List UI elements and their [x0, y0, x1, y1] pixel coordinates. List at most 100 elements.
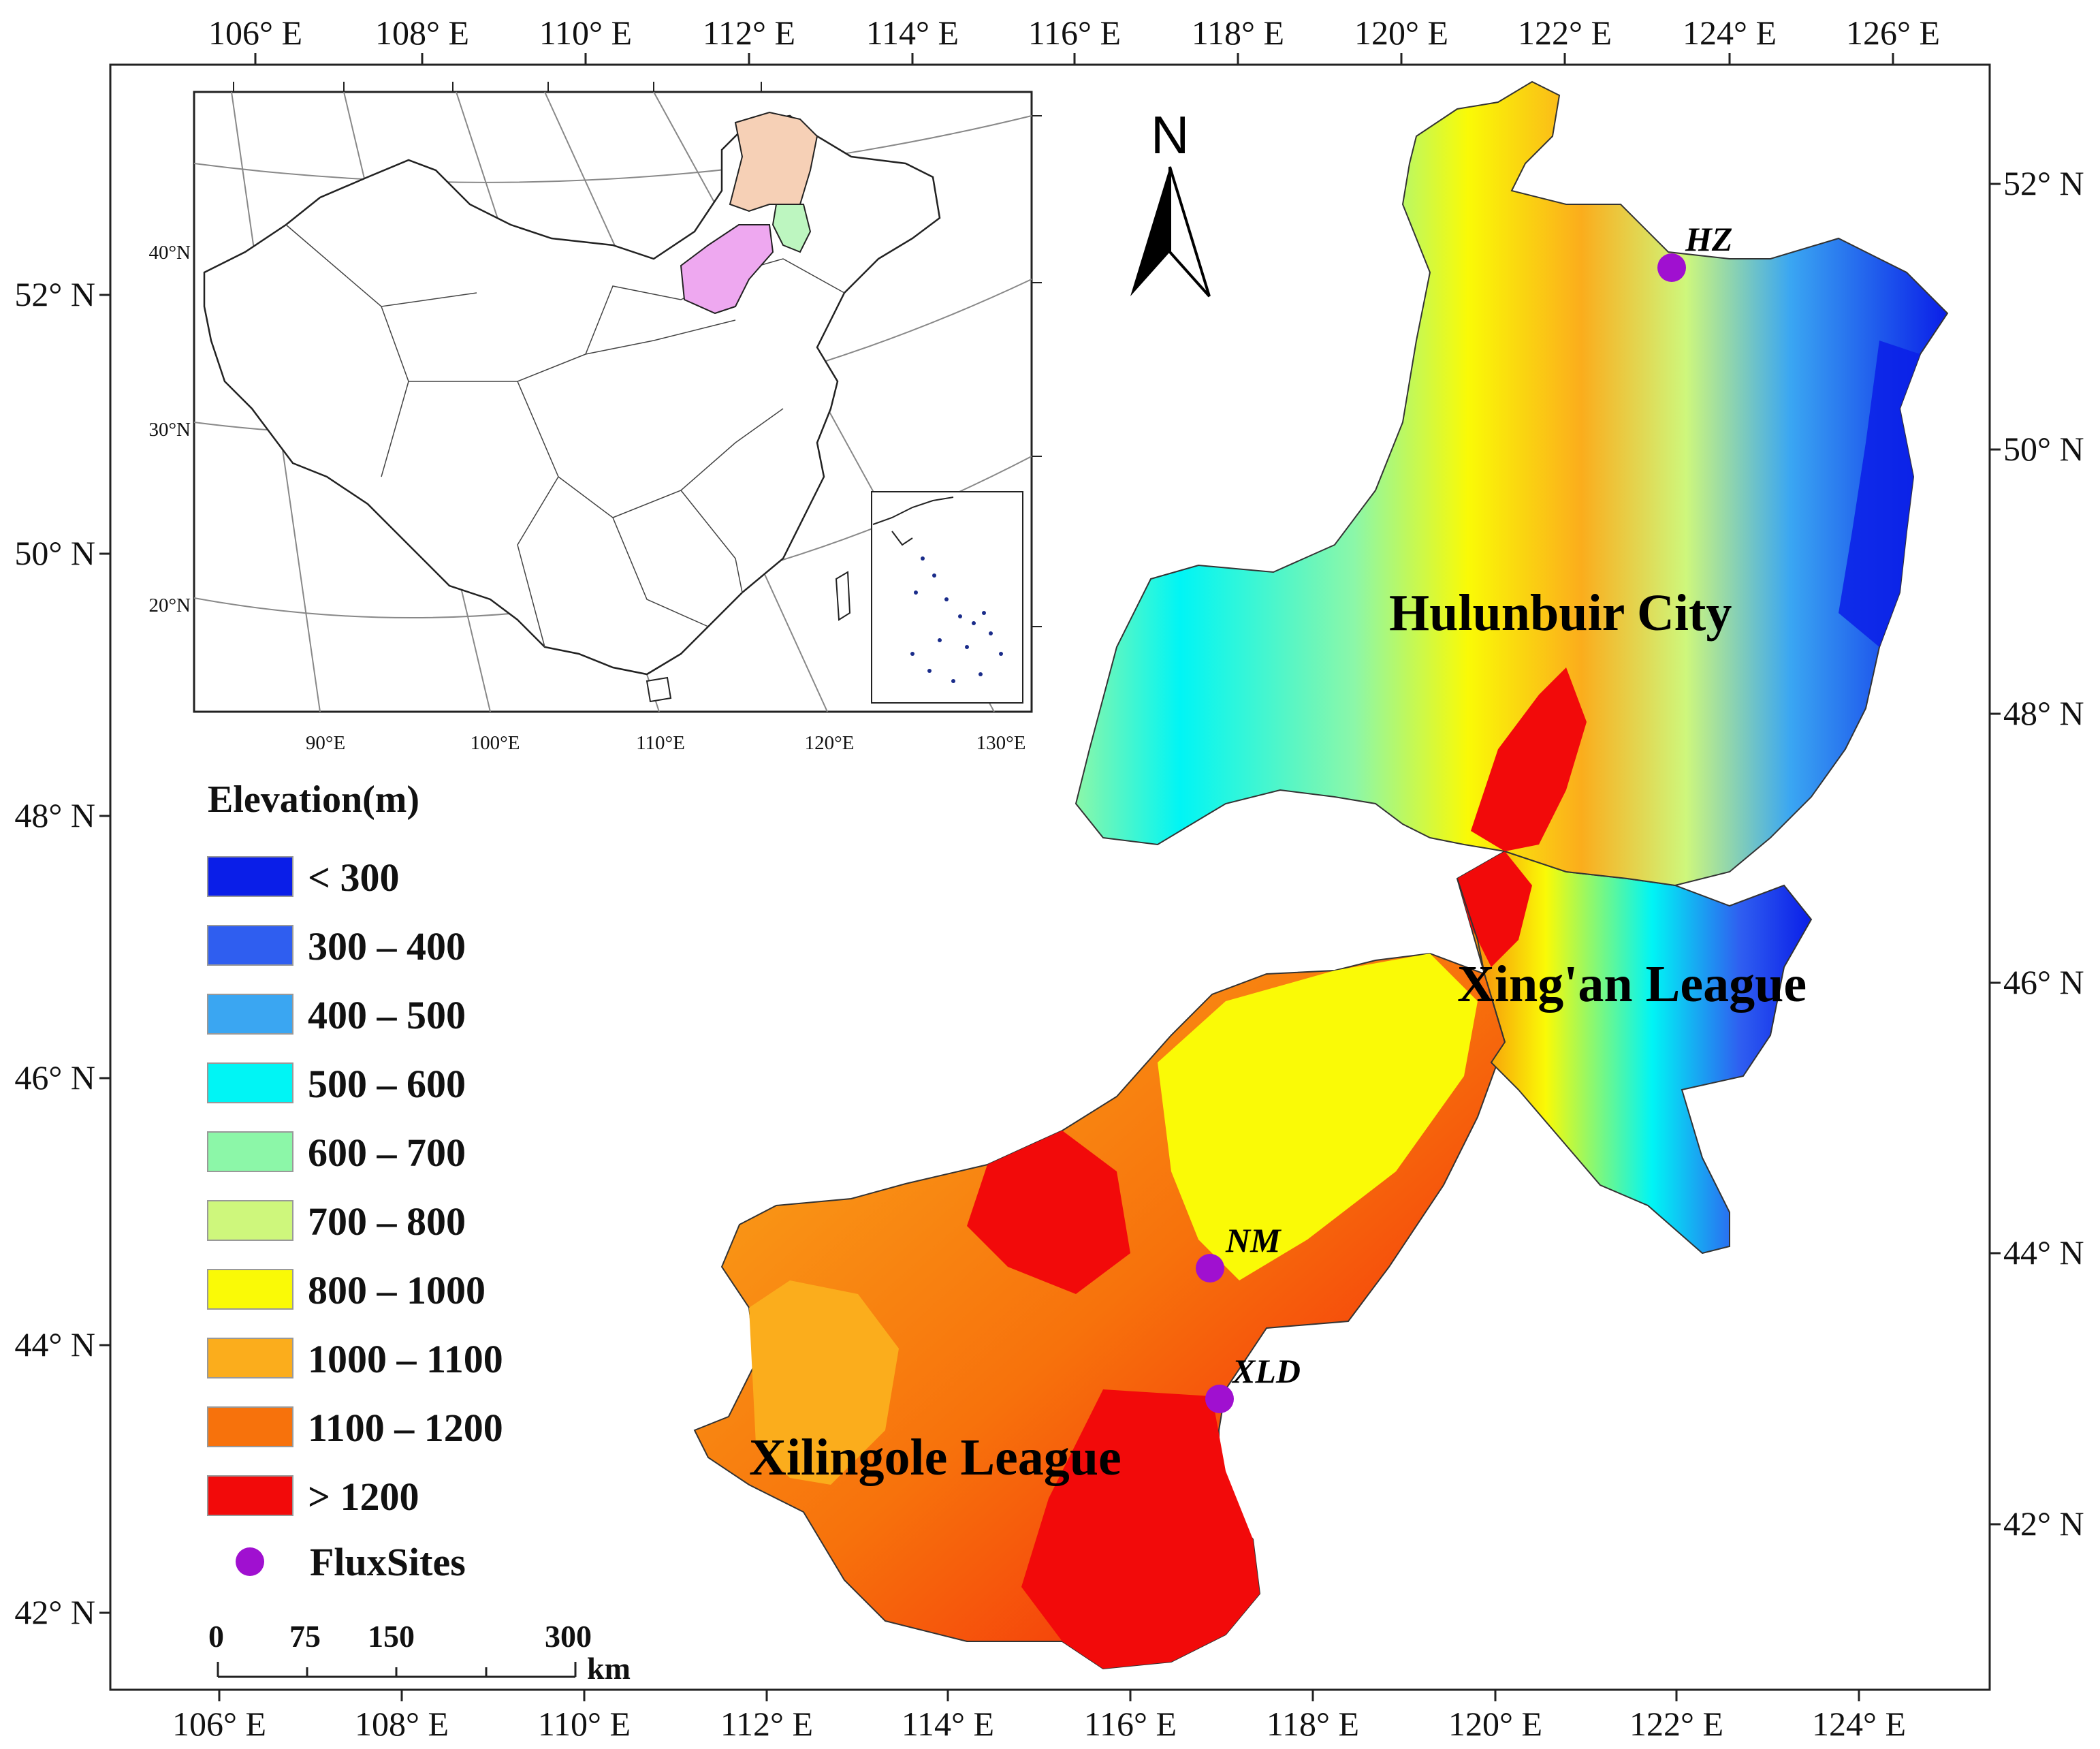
xilingole-plateau	[1158, 954, 1478, 1280]
inset-south-sea-coast	[872, 497, 954, 546]
scale-tick-150: 150	[368, 1619, 415, 1654]
north-arrow-label: N	[1151, 105, 1189, 165]
inset-lon-label: 90°E	[306, 732, 345, 754]
left-latitude-labels: 52° N 50° N 48° N 46° N 44° N 42° N	[14, 275, 95, 1631]
top-lon-label: 112° E	[703, 14, 795, 52]
scale-unit: km	[587, 1651, 631, 1686]
right-lat-label: 52° N	[2003, 164, 2084, 202]
bottom-lon-label: 106° E	[172, 1705, 266, 1743]
inset-island-dot	[944, 597, 949, 601]
legend-item-label: < 300	[308, 855, 400, 900]
right-lat-label: 44° N	[2003, 1233, 2084, 1272]
top-longitude-labels: 106° E 108° E 110° E 112° E 114° E 116° E 118°…	[208, 14, 1940, 52]
scale-tick-300: 300	[545, 1619, 592, 1654]
inset-map: 40°N 30°N 20°N 90°E 100°E 110°E 120°E 130°E	[148, 82, 1042, 754]
inset-island-dot	[938, 638, 942, 642]
inset-lat-label: 20°N	[148, 595, 191, 616]
legend-item-label: 500 – 600	[308, 1062, 466, 1106]
legend-swatch	[207, 1131, 293, 1172]
inset-island-dot	[972, 621, 976, 625]
top-lon-label: 126° E	[1846, 14, 1940, 52]
flux-site-nm-label: NM	[1225, 1221, 1282, 1259]
flux-site-xld-marker	[1205, 1385, 1234, 1413]
legend-swatch	[207, 1338, 293, 1378]
inset-island-dot	[982, 611, 986, 615]
inset-graticule-40n	[193, 115, 1032, 183]
flux-site-xld-label: XLD	[1231, 1352, 1301, 1390]
top-lon-label: 106° E	[208, 14, 302, 52]
legend-items: < 300 300 – 400 400 – 500 500 – 600 600 – 70…	[207, 855, 503, 1519]
legend-item-label: 400 – 500	[308, 993, 466, 1037]
top-lon-label: 110° E	[539, 14, 632, 52]
bottom-lon-label: 124° E	[1812, 1705, 1906, 1743]
inset-island-dot	[932, 573, 936, 578]
inset-south-sea-islands	[910, 556, 1003, 683]
inset-island-dot	[999, 652, 1003, 656]
bottom-lon-label: 108° E	[355, 1705, 449, 1743]
inset-lon-label: 120°E	[805, 732, 855, 754]
frame-ticks	[99, 53, 2001, 1701]
inset-xingan-shade	[771, 204, 812, 253]
inset-island-dot	[989, 631, 993, 635]
top-lon-label: 108° E	[375, 14, 469, 52]
legend-swatch	[207, 1200, 293, 1241]
legend-item-label: 1100 – 1200	[308, 1406, 503, 1450]
bottom-lon-label: 112° E	[720, 1705, 813, 1743]
inset-island-dot	[965, 645, 969, 649]
inset-hainan	[646, 676, 672, 703]
inset-xilingole-shade	[680, 224, 774, 315]
legend-swatch	[207, 856, 293, 897]
inset-lon-label: 100°E	[471, 732, 520, 754]
xilingole-highland-2	[1021, 1389, 1260, 1669]
legend-item-label: 600 – 700	[308, 1131, 466, 1175]
xingan-red-ridge	[1457, 851, 1532, 967]
hulunbuir-city-area	[1075, 80, 1949, 887]
xilingole-league-label: Xilingole League	[749, 1429, 1121, 1486]
legend-swatch	[207, 1269, 293, 1310]
inset-lat-label: 40°N	[148, 242, 191, 264]
inset-island-dot	[921, 556, 925, 561]
bottom-lon-label: 120° E	[1448, 1705, 1542, 1743]
right-lat-label: 48° N	[2003, 694, 2084, 732]
top-lon-label: 124° E	[1683, 14, 1777, 52]
flux-site-hz-label: HZ	[1685, 220, 1732, 258]
north-arrow: N	[1130, 105, 1211, 298]
legend-item-label: 800 – 1000	[308, 1268, 486, 1312]
xilingole-southwest	[749, 1280, 899, 1485]
hulunbuir-red-ridge	[1471, 667, 1587, 851]
inset-island-dot	[958, 614, 962, 618]
inset-south-sea-box	[871, 491, 1023, 704]
inset-island-dot	[927, 669, 932, 673]
inset-lon-label: 110°E	[636, 732, 685, 754]
left-lat-label: 46° N	[14, 1058, 95, 1097]
inset-hulunbuir-shade	[729, 111, 818, 212]
left-lat-label: 50° N	[14, 534, 95, 572]
hulunbuir-city-label: Hulunbuir City	[1389, 584, 1732, 642]
top-lon-label: 122° E	[1518, 14, 1612, 52]
top-lon-label: 118° E	[1192, 14, 1284, 52]
legend-swatch	[207, 1062, 293, 1103]
flux-site-hz-marker	[1657, 253, 1686, 282]
top-lon-label: 116° E	[1028, 14, 1121, 52]
legend-title: Elevation(m)	[208, 778, 419, 821]
left-lat-label: 52° N	[14, 275, 95, 313]
inset-island-dot	[914, 590, 918, 595]
map-frame	[109, 63, 1991, 1691]
scale-bar: 0 75 150 300 km	[208, 1619, 631, 1686]
bottom-lon-label: 118° E	[1267, 1705, 1359, 1743]
scale-tick-75: 75	[289, 1619, 321, 1654]
inset-island-dot	[979, 672, 983, 676]
legend-swatch	[207, 925, 293, 966]
inset-taiwan	[835, 571, 851, 621]
hulunbuir-east-lowland	[1839, 341, 1920, 647]
right-lat-label: 42° N	[2003, 1504, 2084, 1543]
legend-item-label: 1000 – 1100	[308, 1337, 503, 1381]
legend-swatch	[207, 994, 293, 1035]
bottom-lon-label: 122° E	[1629, 1705, 1723, 1743]
xingan-league-label: Xing'an League	[1457, 956, 1807, 1013]
legend-item-label: 700 – 800	[308, 1199, 466, 1244]
inset-longitude-labels: 90°E 100°E 110°E 120°E 130°E	[306, 732, 1026, 754]
legend-flux-label: FluxSites	[310, 1540, 466, 1584]
north-arrow-right-half	[1168, 166, 1211, 298]
